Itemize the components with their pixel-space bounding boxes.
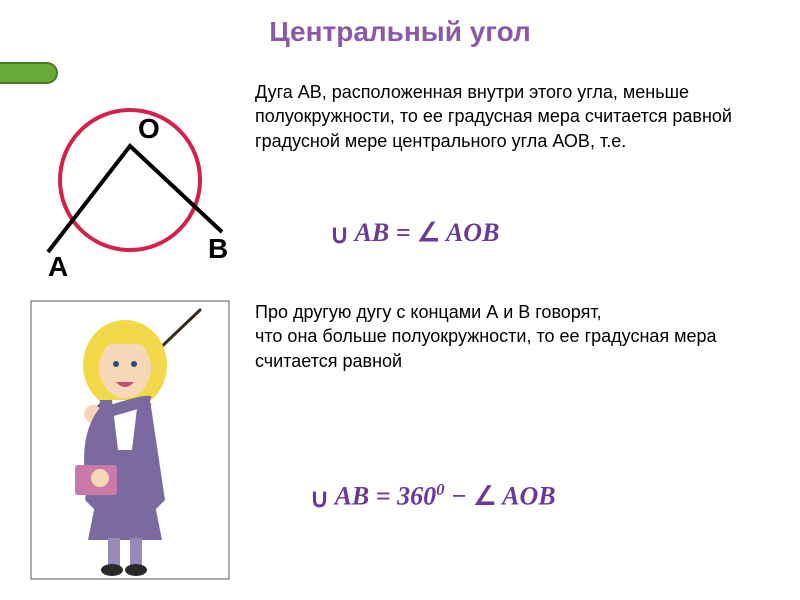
formula-360-minus-angle: ∪ AB = 3600 − ∠ AOB — [310, 480, 556, 512]
eye-right — [131, 361, 137, 367]
equals: = — [396, 218, 417, 247]
circle — [60, 110, 200, 250]
aob-text: AOB — [446, 218, 499, 247]
arc-symbol: ∪ — [330, 220, 349, 250]
leg-right — [130, 538, 142, 566]
skirt — [88, 505, 162, 540]
angle-symbol: ∠ — [417, 218, 440, 247]
eye-left — [113, 361, 119, 367]
label-a: A — [48, 251, 68, 280]
arc-symbol: ∪ — [310, 484, 329, 514]
teacher-illustration — [30, 300, 230, 580]
aob-text: AOB — [502, 482, 555, 511]
paragraph-2: Про другую дугу с концами А и В говорят,… — [255, 300, 785, 373]
ab-text: AB — [355, 218, 390, 247]
hand-left — [91, 469, 109, 487]
formula-arc-equals-angle: ∪ AB = ∠ AOB — [330, 218, 499, 248]
page-title: Центральный угол — [0, 0, 800, 48]
side-accent-bar — [0, 62, 58, 84]
minus: − — [451, 482, 473, 511]
label-o: O — [138, 113, 160, 144]
central-angle-diagram: O A B — [30, 90, 230, 280]
shoe-right — [125, 564, 147, 576]
superscript-0: 0 — [436, 480, 444, 499]
angle-symbol: ∠ — [473, 482, 496, 511]
leg-left — [108, 538, 120, 566]
ab-text: AB — [335, 482, 370, 511]
shoe-left — [101, 564, 123, 576]
num-360: 360 — [397, 482, 436, 511]
paragraph-1: Дуга АВ, расположенная внутри этого угла… — [255, 80, 775, 153]
face — [99, 338, 151, 398]
label-b: B — [208, 233, 228, 264]
equals: = — [376, 482, 397, 511]
